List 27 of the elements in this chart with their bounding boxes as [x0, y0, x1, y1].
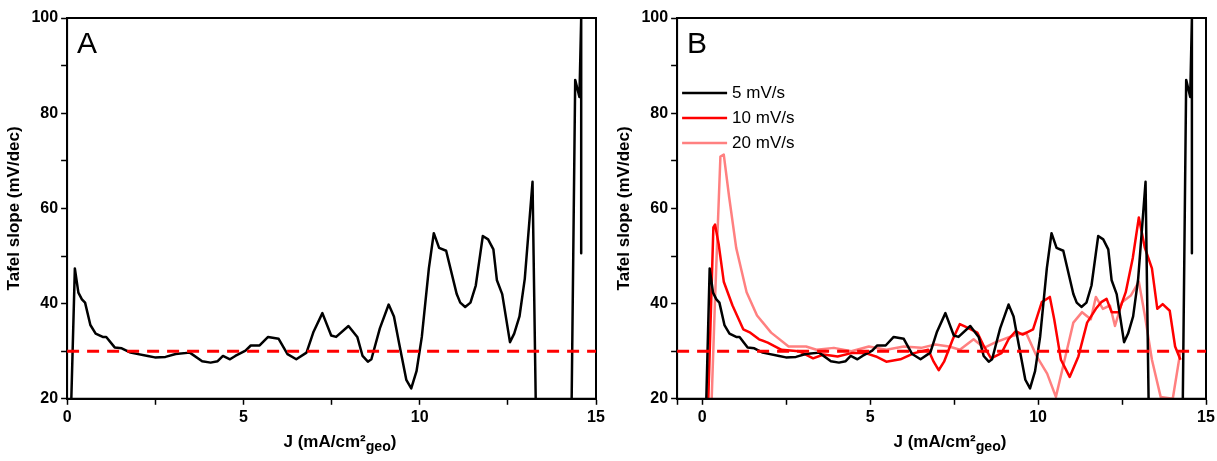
- x-tick-label: 15: [1197, 407, 1215, 425]
- annotation: B: [687, 26, 708, 60]
- y-tick-label: 80: [650, 103, 669, 121]
- x-tick-label: 10: [410, 407, 429, 425]
- annotation: A: [77, 26, 98, 60]
- x-axis-title: J (mA/cm²$_{geo}$): [282, 432, 398, 455]
- y-tick-label: 40: [40, 294, 59, 312]
- x-tick-label: 5: [238, 407, 248, 425]
- y-axis-title: Tafel slope (mV/dec): [613, 126, 633, 291]
- y-tick-label: 20: [40, 389, 59, 407]
- y-axis-title: Tafel slope (mV/dec): [3, 126, 23, 291]
- x-tick-label: 15: [587, 407, 605, 425]
- y-tick-label: 40: [650, 294, 669, 312]
- legend-label: 5 mV/s: [732, 82, 785, 102]
- y-tick-label: 100: [641, 8, 669, 26]
- x-tick-label: 5: [865, 407, 875, 425]
- y-tick-label: 80: [40, 103, 59, 121]
- x-tick-label: 0: [697, 407, 707, 425]
- y-tick-label: 100: [31, 8, 59, 26]
- y-tick-label: 20: [650, 389, 669, 407]
- y-tick-label: 60: [40, 198, 59, 216]
- y-tick-label: 60: [650, 198, 669, 216]
- x-tick-label: 0: [62, 407, 72, 425]
- legend-label: 20 mV/s: [732, 132, 795, 152]
- x-axis-title: J (mA/cm²$_{geo}$): [892, 432, 1008, 455]
- legend-label: 10 mV/s: [732, 107, 795, 127]
- x-tick-label: 10: [1029, 407, 1048, 425]
